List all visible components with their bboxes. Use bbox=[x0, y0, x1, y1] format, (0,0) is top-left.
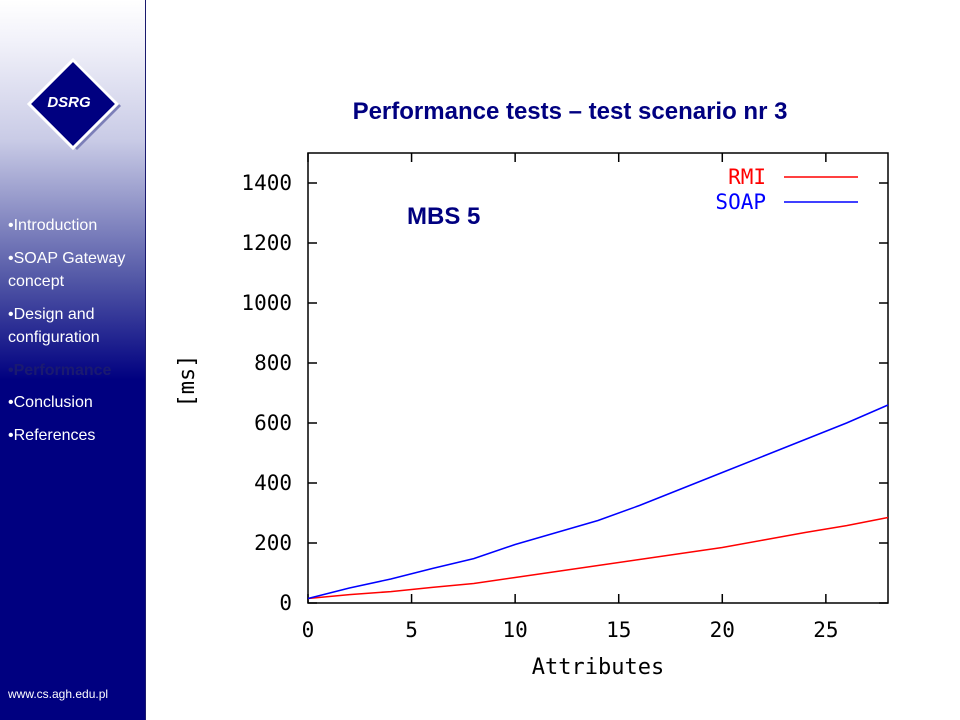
y-tick-label: 400 bbox=[254, 471, 292, 495]
y-tick-label: 1200 bbox=[241, 231, 292, 255]
x-tick-label: 20 bbox=[710, 618, 735, 642]
logo-diamond bbox=[26, 58, 120, 151]
sidebar: DSRG Introduction SOAP Gateway concept D… bbox=[0, 0, 146, 720]
y-tick-label: 200 bbox=[254, 531, 292, 555]
y-tick-label: 1000 bbox=[241, 291, 292, 315]
line-chart: 0 200 400 600 800 1000 1200 1400 0 5 10 15 20 25 RMIS… bbox=[168, 140, 928, 685]
nav-item-conclusion[interactable]: Conclusion bbox=[8, 391, 142, 415]
footer-url: www.cs.agh.edu.pl bbox=[8, 687, 109, 701]
nav-item-introduction[interactable]: Introduction bbox=[8, 214, 142, 238]
y-tick-label: 0 bbox=[279, 591, 292, 615]
y-tick-label: 1400 bbox=[241, 171, 292, 195]
chart-annotation: MBS 5 bbox=[407, 203, 481, 230]
x-tick-label: 10 bbox=[502, 618, 527, 642]
x-tick-label: 5 bbox=[405, 618, 418, 642]
logo-text: DSRG bbox=[47, 94, 91, 111]
x-tick-label: 15 bbox=[606, 618, 631, 642]
legend-label-rmi: RMI bbox=[728, 165, 766, 189]
axis-ticks: 0 200 400 600 800 1000 1200 1400 0 5 10 15 20 25 bbox=[241, 153, 888, 642]
nav-list: Introduction SOAP Gateway concept Design… bbox=[8, 214, 142, 456]
slide-title: Performance tests – test scenario nr 3 bbox=[352, 98, 788, 125]
x-tick-label: 0 bbox=[302, 618, 315, 642]
dsrg-logo bbox=[26, 58, 121, 151]
plot-frame bbox=[307, 152, 889, 604]
series-line-rmi bbox=[307, 516, 889, 600]
y-axis-label: [ms] bbox=[175, 355, 200, 408]
legend-label-soap: SOAP bbox=[715, 190, 766, 214]
x-tick-label: 25 bbox=[813, 618, 838, 642]
y-tick-label: 600 bbox=[254, 411, 292, 435]
nav-item-design-and-configuration[interactable]: Design and configuration bbox=[8, 303, 142, 350]
y-tick-label: 800 bbox=[254, 351, 292, 375]
x-axis-label: Attributes bbox=[532, 655, 664, 680]
nav-item-references[interactable]: References bbox=[8, 424, 142, 448]
chart-background bbox=[168, 140, 928, 685]
series-line-soap bbox=[307, 404, 889, 600]
nav-item-soap-gateway-concept[interactable]: SOAP Gateway concept bbox=[8, 247, 142, 294]
nav-item-performance[interactable]: Performance bbox=[8, 359, 142, 383]
series-lines bbox=[307, 404, 889, 600]
